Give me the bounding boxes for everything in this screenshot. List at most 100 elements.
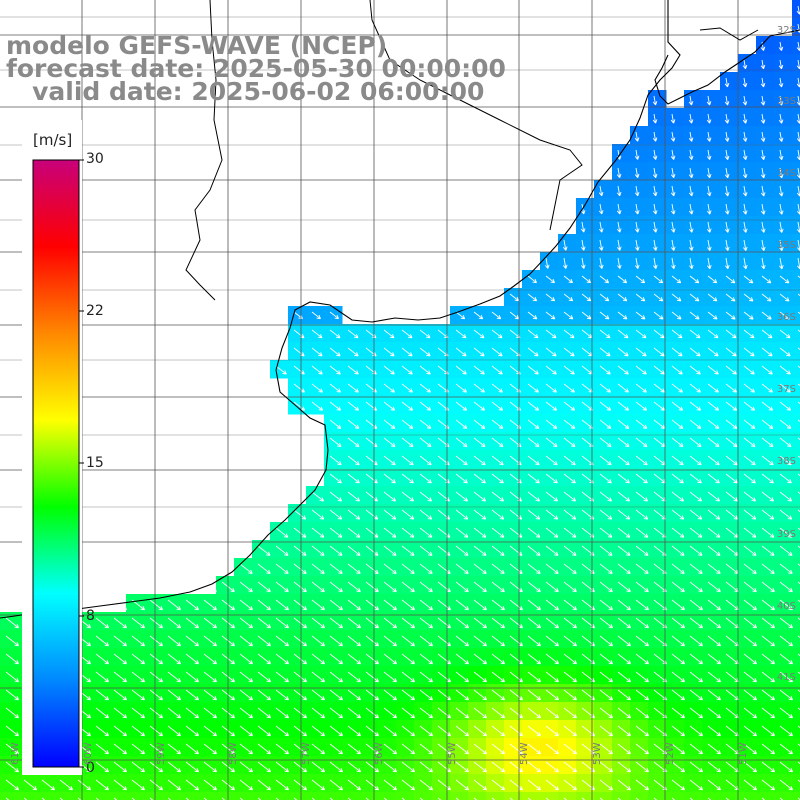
wind-arrow bbox=[599, 437, 612, 448]
field-cell bbox=[702, 270, 721, 289]
wind-arrow bbox=[545, 383, 557, 393]
field-cell bbox=[216, 738, 235, 757]
wind-arrow bbox=[599, 275, 610, 284]
wind-arrow bbox=[724, 131, 730, 142]
wind-arrow bbox=[617, 365, 629, 375]
field-cell bbox=[756, 342, 775, 361]
field-cell bbox=[774, 54, 793, 73]
field-cell bbox=[774, 738, 793, 757]
wind-arrow bbox=[743, 725, 758, 737]
field-cell bbox=[396, 666, 415, 685]
wind-arrow bbox=[670, 203, 676, 215]
field-cell bbox=[594, 198, 613, 217]
lat-label: 32S bbox=[776, 25, 796, 36]
field-cell bbox=[378, 720, 397, 739]
wind-arrow bbox=[347, 689, 362, 701]
wind-arrow bbox=[383, 725, 398, 737]
field-cell bbox=[180, 612, 199, 631]
field-cell bbox=[630, 756, 649, 775]
field-cell bbox=[720, 234, 739, 253]
wind-arrow bbox=[635, 473, 648, 484]
wind-arrow bbox=[689, 725, 704, 737]
wind-arrow bbox=[239, 725, 254, 737]
wind-arrow bbox=[419, 545, 433, 556]
wind-arrow bbox=[635, 761, 650, 773]
field-cell bbox=[180, 702, 199, 721]
field-cell bbox=[90, 648, 109, 667]
field-cell bbox=[630, 306, 649, 325]
lat-label: 39S bbox=[776, 529, 796, 540]
wind-arrow bbox=[527, 779, 542, 791]
wind-arrow bbox=[527, 635, 542, 647]
wind-arrow bbox=[401, 653, 416, 665]
wind-arrow bbox=[167, 779, 182, 791]
field-cell bbox=[630, 594, 649, 613]
field-cell bbox=[648, 216, 667, 235]
field-cell bbox=[666, 198, 685, 217]
field-cell bbox=[558, 774, 577, 793]
field-cell bbox=[306, 522, 325, 541]
field-cell bbox=[522, 558, 541, 577]
field-cell bbox=[198, 666, 217, 685]
wind-arrow bbox=[635, 365, 647, 375]
field-cell bbox=[558, 450, 577, 469]
wind-arrow bbox=[311, 563, 325, 575]
field-cell bbox=[648, 522, 667, 541]
field-cell bbox=[306, 540, 325, 559]
field-cell bbox=[648, 396, 667, 415]
wind-arrow bbox=[329, 617, 344, 629]
field-cell bbox=[792, 126, 800, 145]
wind-arrow bbox=[707, 545, 721, 556]
wind-arrow bbox=[131, 653, 146, 665]
wind-arrow bbox=[599, 779, 614, 791]
field-cell bbox=[396, 522, 415, 541]
field-cell bbox=[450, 630, 469, 649]
field-cell bbox=[108, 792, 127, 800]
wind-arrow bbox=[527, 599, 542, 611]
wind-arrow bbox=[257, 599, 272, 611]
field-cell bbox=[342, 360, 361, 379]
field-cell bbox=[378, 558, 397, 577]
wind-arrow bbox=[689, 761, 704, 773]
field-cell bbox=[612, 468, 631, 487]
wind-arrow bbox=[203, 581, 217, 593]
field-cell bbox=[612, 288, 631, 307]
field-cell bbox=[630, 648, 649, 667]
wind-arrow bbox=[635, 689, 650, 701]
field-cell bbox=[432, 504, 451, 523]
wind-arrow bbox=[617, 275, 628, 284]
wind-arrow bbox=[581, 293, 592, 302]
wind-arrow bbox=[347, 473, 360, 484]
colorbar bbox=[22, 120, 84, 775]
field-cell bbox=[504, 342, 523, 361]
wind-arrow bbox=[707, 257, 712, 270]
field-cell bbox=[684, 486, 703, 505]
field-cell bbox=[612, 540, 631, 559]
field-cell bbox=[522, 270, 541, 289]
field-cell bbox=[360, 324, 379, 343]
wind-arrow bbox=[365, 581, 379, 593]
field-cell bbox=[702, 612, 721, 631]
field-cell bbox=[216, 630, 235, 649]
field-cell bbox=[720, 216, 739, 235]
wind-arrow bbox=[563, 509, 577, 520]
field-cell bbox=[666, 378, 685, 397]
wind-arrow bbox=[599, 581, 613, 593]
wind-arrow bbox=[706, 149, 712, 160]
field-cell bbox=[378, 324, 397, 343]
field-cell bbox=[216, 612, 235, 631]
field-cell bbox=[738, 486, 757, 505]
field-cell bbox=[324, 666, 343, 685]
wind-arrow bbox=[580, 221, 586, 233]
wind-arrow bbox=[203, 635, 218, 647]
field-cell bbox=[234, 684, 253, 703]
wind-arrow bbox=[779, 653, 794, 665]
wind-arrow bbox=[671, 563, 685, 575]
wind-arrow bbox=[491, 617, 506, 629]
wind-arrow bbox=[473, 509, 487, 520]
wind-arrow bbox=[419, 581, 433, 593]
wind-arrow bbox=[527, 725, 542, 737]
field-cell bbox=[432, 684, 451, 703]
wind-arrow bbox=[743, 527, 757, 538]
field-cell bbox=[342, 792, 361, 800]
